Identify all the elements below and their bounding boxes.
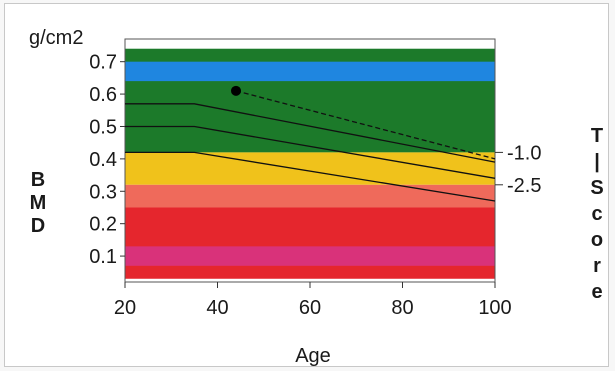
x-tick-label-3: 80 [391,297,413,319]
right-label-letter: e [591,281,602,303]
series-line-1 [125,125,496,179]
right-label-letter: o [591,229,603,251]
y-tick-label-0: 0.1 [89,246,117,268]
series-line-0 [125,103,496,163]
left-label-letter: M [30,192,47,214]
right-ticks-layer: -1.0 -2.5 [495,142,541,197]
right-label-letter: c [591,203,602,225]
bands-layer [124,38,496,283]
x-tick-label-0: 20 [114,297,136,319]
y-tick-label-4: 0.5 [89,116,117,138]
y-tick-label-3: 0.4 [89,149,117,171]
patient-point [231,85,241,96]
left-label-letter: D [31,215,45,237]
series-line-2 [125,151,496,202]
y-tick-label-1: 0.2 [89,214,117,236]
chart-frame: 0.1 0.2 0.3 0.4 0.5 0.6 0.7 20 40 60 80 100 -1.0 -2… [4,3,609,367]
band-5 [125,246,495,266]
band-2 [125,152,495,185]
right-label-letter: S [590,177,603,199]
bmd-chart: 0.1 0.2 0.3 0.4 0.5 0.6 0.7 20 40 60 80 100 -1.0 -2… [29,27,604,367]
x-ticks-layer: 20 40 60 80 100 [114,282,512,319]
right-label-letter: r [593,255,601,277]
lines-layer [125,90,496,202]
x-axis-label: Age [295,345,331,367]
x-tick-label-4: 100 [478,297,511,319]
right-tick-label-1: -2.5 [507,175,541,197]
band-3 [125,184,495,208]
y-tick-label-2: 0.3 [89,181,117,203]
y-tick-label-5: 0.6 [89,84,117,106]
y-unit-label: g/cm2 [29,27,83,49]
right-tick-label-0: -1.0 [507,142,541,164]
x-tick-label-2: 60 [299,297,321,319]
left-label-letter: B [31,169,45,191]
y-ticks-layer: 0.1 0.2 0.3 0.4 0.5 0.6 0.7 [89,52,125,268]
series-line-3 [235,90,496,160]
x-tick-label-1: 40 [206,297,228,319]
y-tick-label-6: 0.7 [89,52,117,74]
right-label-letter: | [594,151,600,173]
points-layer [231,85,241,96]
band-4 [125,207,495,279]
band-1 [125,61,495,82]
right-label-letter: T [591,125,603,147]
